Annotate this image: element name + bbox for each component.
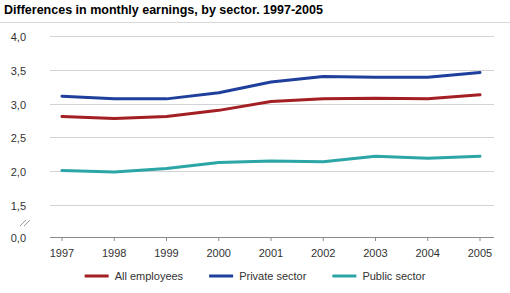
x-tick-label: 2000 [207,247,231,259]
legend-label: All employees [115,270,184,282]
series-line [62,73,480,99]
y-tick-label: 2,5 [11,132,26,144]
legend: All employees Private sector Public sector [85,270,426,282]
x-tick [62,237,63,241]
x-tick [323,237,324,241]
x-tick [480,237,481,241]
series-group [62,73,480,172]
x-tick [218,237,219,241]
chart: Differences in monthly earnings, by sect… [0,0,510,293]
x-tick [114,237,115,241]
y-tick-label: 0,0 [11,232,26,244]
x-tick-label: 1999 [154,247,178,259]
title: Differences in monthly earnings, by sect… [4,3,323,17]
x-tick-label: 1997 [50,247,74,259]
x-tick-label: 1998 [102,247,126,259]
x-tick [166,237,167,241]
x-tick-label: 2003 [363,247,387,259]
y-tick-label: 1,5 [11,200,26,212]
x-tick [375,237,376,241]
grid-line [50,104,494,105]
grid-line [50,137,494,138]
legend-label: Private sector [239,270,307,282]
series-line [62,156,480,172]
x-tick-label: 2001 [259,247,283,259]
legend-swatch [85,275,109,278]
y-tick-label: 3,5 [11,65,26,77]
x-tick [271,237,272,241]
y-tick-label: 4,0 [11,31,26,43]
x-tick-label: 2005 [468,247,492,259]
legend-swatch [209,275,233,278]
grid-line [50,70,494,71]
x-tick-label: 2004 [416,247,440,259]
legend-swatch [332,275,356,278]
title-rule [0,22,510,23]
x-tick [427,237,428,241]
break-bg [20,219,32,227]
y-tick-label: 3,0 [11,99,26,111]
y-tick-label: 2,0 [11,166,26,178]
legend-label: Public sector [362,270,425,282]
x-tick-label: 2002 [311,247,335,259]
grid-line [50,205,494,206]
grid-line [50,36,494,37]
axis-break [24,220,30,226]
